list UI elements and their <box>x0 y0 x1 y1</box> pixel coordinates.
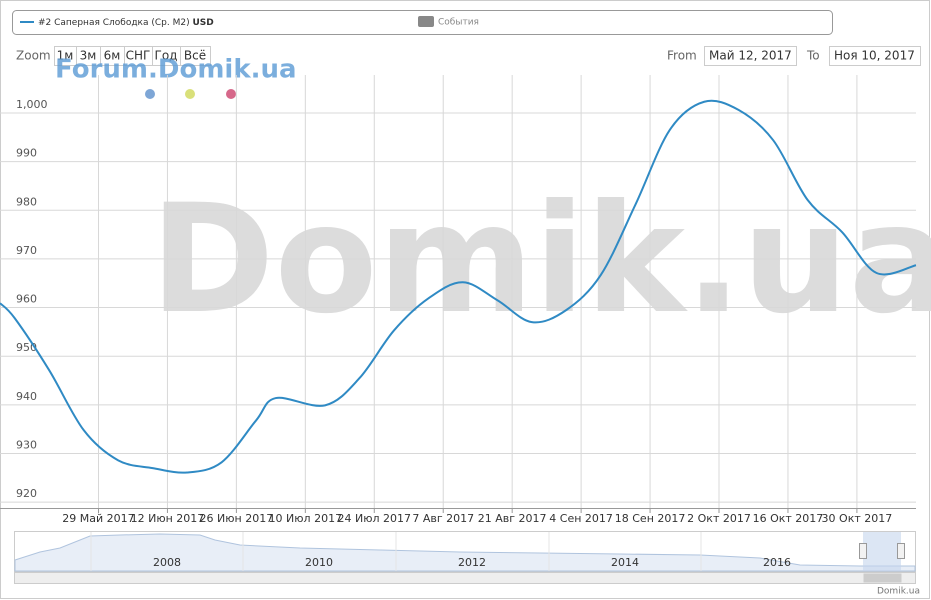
legend-item[interactable]: #2 Саперная Слободка (Ср. М2) USD <box>38 18 214 28</box>
y-tick-label: 940 <box>16 390 37 403</box>
y-tick-label: 920 <box>16 487 37 500</box>
x-tick-label: 10 Июл 2017 <box>269 512 343 525</box>
zoom-button-label[interactable]: 6м <box>104 49 121 63</box>
dot <box>185 89 195 99</box>
y-tick-label: 960 <box>16 293 37 306</box>
x-tick-label: 29 Май 2017 <box>62 512 134 525</box>
events-symbol <box>418 16 434 27</box>
y-tick-label: 930 <box>16 439 37 452</box>
y-tick-label: 1,000 <box>16 98 48 111</box>
watermark: Domik.ua <box>150 173 931 347</box>
from-value[interactable]: Май 12, 2017 <box>709 49 792 63</box>
navigator-label: 2012 <box>458 556 486 569</box>
x-tick-label: 4 Сен 2017 <box>549 512 613 525</box>
scrollbar[interactable] <box>14 572 916 584</box>
credits[interactable]: Domik.ua <box>877 587 920 597</box>
to-value[interactable]: Ноя 10, 2017 <box>834 49 915 63</box>
watermark-small: Forum.Domik.ua <box>55 55 297 85</box>
zoom-label: Zoom <box>16 49 51 63</box>
x-tick-label: 12 Июн 2017 <box>131 512 205 525</box>
navigator-handle[interactable] <box>859 543 867 559</box>
x-tick-label: 16 Окт 2017 <box>753 512 824 525</box>
zoom-button-label[interactable]: Год <box>155 49 178 63</box>
series-line <box>0 99 917 474</box>
navigator-mask[interactable] <box>863 532 901 571</box>
y-tick-label: 990 <box>16 147 37 160</box>
y-tick-label: 970 <box>16 244 37 257</box>
y-tick-label: 980 <box>16 195 37 208</box>
events-item[interactable]: События <box>438 18 479 28</box>
scrollbar-thumb[interactable] <box>863 573 902 583</box>
dot <box>226 89 236 99</box>
x-tick-label: 2 Окт 2017 <box>687 512 751 525</box>
navigator-label: 2014 <box>611 556 639 569</box>
zoom-button-label[interactable]: Всё <box>184 49 206 63</box>
from-input[interactable] <box>704 46 797 66</box>
x-tick-label: 30 Окт 2017 <box>822 512 893 525</box>
x-tick-label: 24 Июл 2017 <box>338 512 412 525</box>
from-label: From <box>667 49 697 63</box>
x-tick-label: 7 Авг 2017 <box>412 512 474 525</box>
zoom-button[interactable] <box>180 46 211 66</box>
navigator-label: 2008 <box>153 556 181 569</box>
navigator-label: 2010 <box>305 556 333 569</box>
to-input[interactable] <box>829 46 921 66</box>
dot <box>145 89 155 99</box>
navigator-handle[interactable] <box>897 543 905 559</box>
x-tick-label: 26 Июн 2017 <box>200 512 274 525</box>
zoom-button-label[interactable]: 3м <box>80 49 97 63</box>
navigator-label: 2016 <box>763 556 791 569</box>
to-label: To <box>806 49 820 63</box>
zoom-button-label[interactable]: 1м <box>57 49 74 63</box>
x-tick-label: 21 Авг 2017 <box>478 512 547 525</box>
x-tick-label: 18 Сен 2017 <box>615 512 686 525</box>
zoom-button-label[interactable]: СНГ <box>126 49 151 63</box>
